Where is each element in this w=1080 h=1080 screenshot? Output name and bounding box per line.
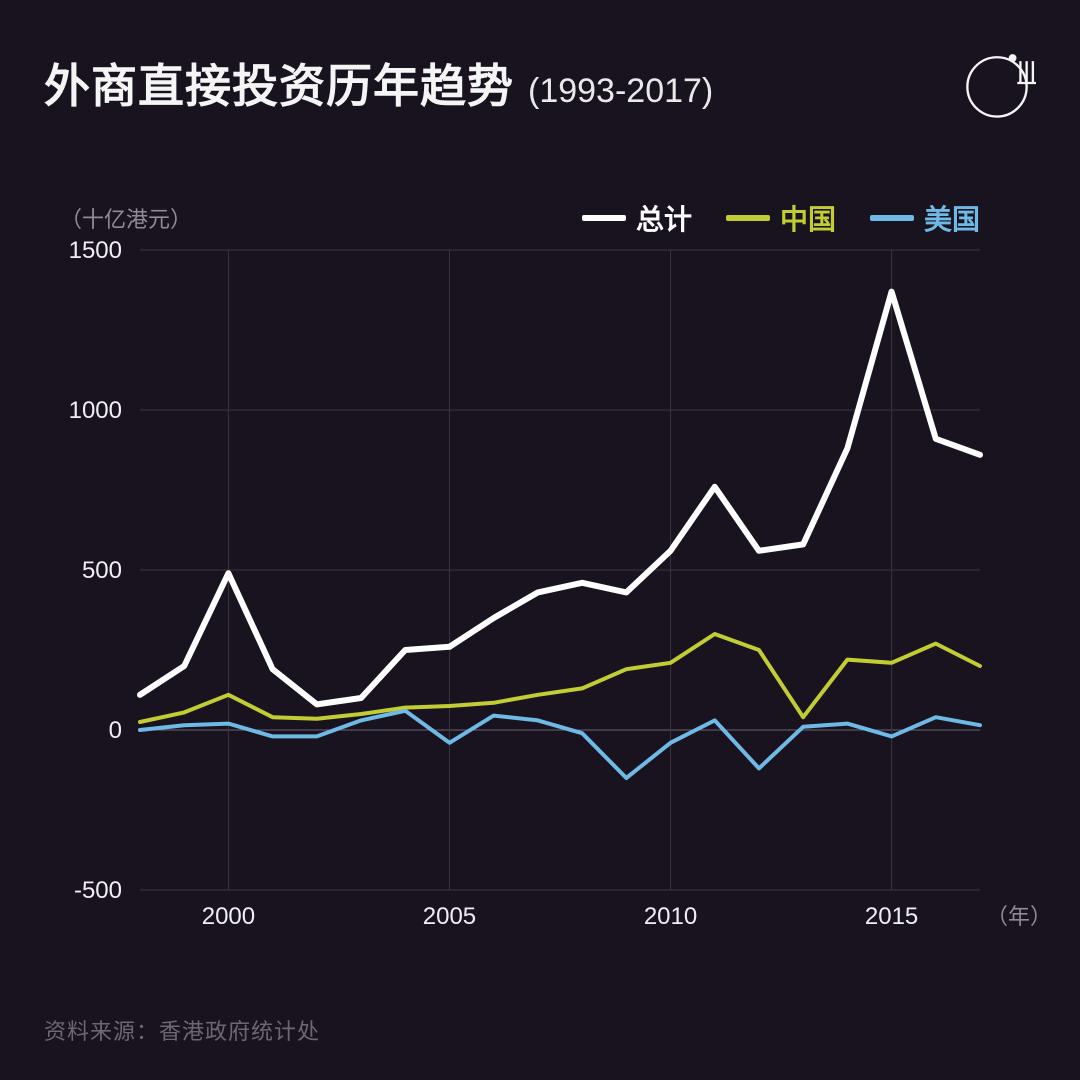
x-tick-label: 2015 [865,903,918,930]
source-attribution: 资料来源：香港政府统计处 [44,1014,320,1046]
x-tick-label: 2010 [644,903,697,930]
y-tick-label: 1000 [69,397,122,424]
y-tick-label: 500 [82,557,122,584]
series-usa [140,711,980,778]
x-axis-unit: （年） [986,904,1052,929]
x-tick-label: 2005 [423,903,476,930]
y-tick-label: -500 [74,877,122,904]
x-tick-label: 2000 [202,903,255,930]
y-tick-label: 1500 [69,237,122,264]
line-chart: -500 0 500 1000 1500 2000 2005 2010 2015 （年） [0,0,1080,1080]
series-china [140,634,980,722]
y-tick-label: 0 [109,717,122,744]
series-total [140,292,980,705]
